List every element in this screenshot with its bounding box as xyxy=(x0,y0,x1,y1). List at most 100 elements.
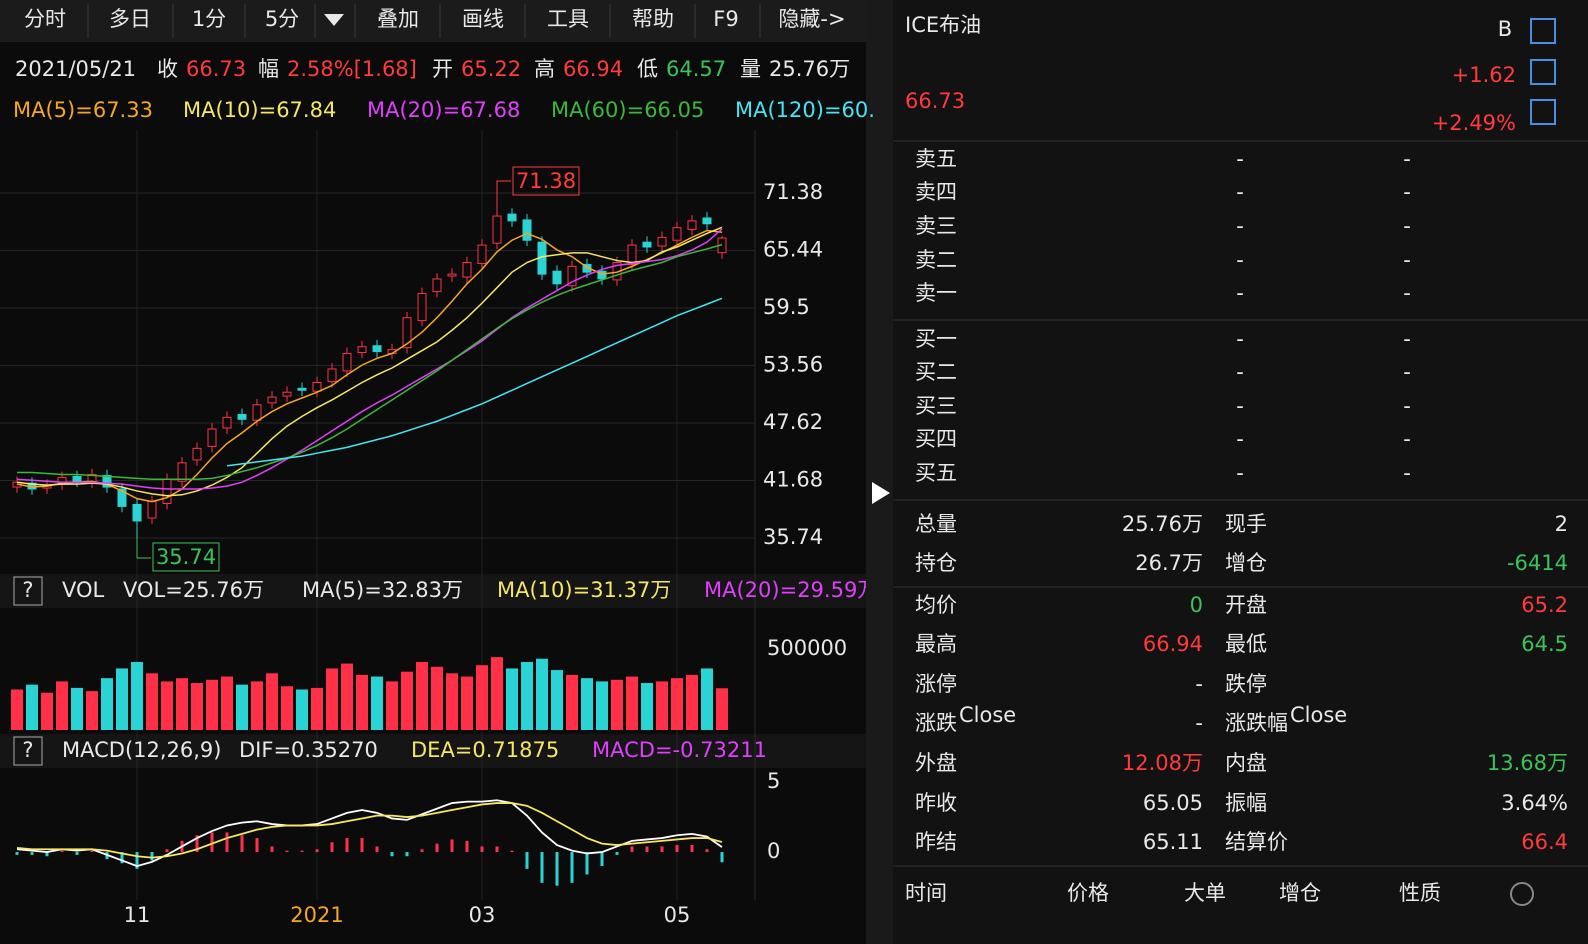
book-volume: - xyxy=(1403,214,1411,238)
quote-value: 66.94 xyxy=(563,57,623,81)
toolbar-button[interactable]: 叠加 xyxy=(377,7,419,31)
volume-bar xyxy=(161,681,173,730)
volume-bar xyxy=(251,681,263,730)
stat-label: 现手 xyxy=(1225,512,1267,536)
book-price: - xyxy=(1236,281,1244,305)
volume-bar xyxy=(431,666,443,730)
alert-icon[interactable] xyxy=(1530,59,1556,85)
toolbar-button[interactable]: F9 xyxy=(713,7,738,31)
toolbar-button[interactable]: 帮助 xyxy=(632,7,674,31)
volume-bar xyxy=(56,681,68,730)
quote-value: 66.73 xyxy=(186,57,246,81)
stat-value: 2 xyxy=(1555,512,1568,536)
stat-label: 涨停 xyxy=(915,672,957,696)
stat-value: 65.11 xyxy=(1143,830,1203,854)
stat-label: 昨结 xyxy=(915,830,957,854)
volume-bar xyxy=(416,661,428,730)
toolbar-button[interactable]: 工具 xyxy=(547,7,589,31)
candle-body xyxy=(642,241,652,248)
book-price: - xyxy=(1236,461,1244,485)
macd-bar xyxy=(75,852,79,855)
volume-bar xyxy=(701,668,713,730)
change: +1.62 xyxy=(1452,63,1516,87)
volume-bar xyxy=(446,673,458,730)
macd-bar xyxy=(120,852,124,864)
help-icon[interactable]: ? xyxy=(22,738,33,762)
y-tick-label: 500000 xyxy=(767,636,847,660)
volume-bar xyxy=(221,676,233,730)
volume-bar xyxy=(536,658,548,730)
book-price: - xyxy=(1236,248,1244,272)
panel-label: MACD=-0.73211 xyxy=(592,738,767,762)
help-icon[interactable]: ? xyxy=(22,578,33,602)
macd-bar xyxy=(270,846,274,853)
panel-label: DEA=0.71875 xyxy=(411,738,559,762)
volume-bar xyxy=(521,661,533,730)
volume-bar xyxy=(41,692,53,730)
change-pct: +2.49% xyxy=(1432,111,1516,135)
macd-bar xyxy=(30,852,34,855)
edit-icon[interactable] xyxy=(1530,18,1556,44)
book-volume: - xyxy=(1403,281,1411,305)
dropdown-arrow[interactable] xyxy=(324,14,344,26)
book-price: - xyxy=(1236,394,1244,418)
book-volume: - xyxy=(1403,461,1411,485)
toolbar-button[interactable]: 5分 xyxy=(265,7,299,31)
volume-bar xyxy=(191,683,203,730)
side-panel-bg xyxy=(893,0,1588,944)
x-tick-label: 11 xyxy=(124,903,151,927)
stat-label-sup: Close xyxy=(1290,703,1347,727)
volume-bar xyxy=(71,687,83,730)
candle-body xyxy=(582,263,592,273)
macd-bar xyxy=(615,852,619,855)
quote-label: 低 xyxy=(637,57,658,81)
quote-value: 2.58%[1.68] xyxy=(287,57,417,81)
macd-bar xyxy=(315,849,319,853)
toolbar-button[interactable]: 隐藏-> xyxy=(778,7,845,31)
stat-label: 最低 xyxy=(1225,632,1267,656)
macd-bar xyxy=(210,832,214,853)
macd-bar xyxy=(510,850,514,853)
macd-bar xyxy=(630,846,634,853)
candle-body xyxy=(432,278,442,293)
stat-value: - xyxy=(1195,711,1203,735)
candle-body xyxy=(567,265,577,287)
macd-bar xyxy=(645,846,649,853)
toolbar-button[interactable]: 画线 xyxy=(462,7,504,31)
macd-bar xyxy=(450,839,454,853)
stat-value: -6414 xyxy=(1507,551,1568,575)
candle-body xyxy=(372,345,382,353)
volume-bar xyxy=(311,687,323,730)
stat-label: 昨收 xyxy=(915,791,957,815)
toolbar-bg xyxy=(0,0,866,42)
volume-bar xyxy=(11,689,23,730)
help-box[interactable] xyxy=(13,576,43,606)
panel-label: DIF=0.35270 xyxy=(239,738,378,762)
candle-body xyxy=(72,475,82,482)
toolbar-button[interactable]: 1分 xyxy=(192,7,226,31)
ma-legend: MA(60)=66.05 xyxy=(551,98,704,122)
book-label: 卖三 xyxy=(915,214,957,238)
volume-bar xyxy=(356,674,368,730)
settings-icon[interactable] xyxy=(1510,882,1534,906)
collapse-arrow[interactable] xyxy=(872,482,890,504)
macd-bar xyxy=(660,846,664,853)
book-label: 买三 xyxy=(915,394,957,418)
book-label: 买四 xyxy=(915,427,957,451)
stat-value: 12.08万 xyxy=(1122,751,1203,775)
toolbar-button[interactable]: 多日 xyxy=(109,7,151,31)
add-icon[interactable] xyxy=(1530,99,1556,125)
quote-date: 2021/05/21 xyxy=(15,57,136,81)
last-price: 66.73 xyxy=(905,89,965,113)
toolbar-button[interactable]: 分时 xyxy=(24,7,66,31)
candle-body xyxy=(267,396,277,404)
volume-bar xyxy=(716,688,728,730)
help-box[interactable] xyxy=(13,736,43,766)
candle-body xyxy=(177,462,187,482)
volume-bar xyxy=(641,683,653,730)
stat-label: 持仓 xyxy=(915,551,957,575)
volume-bar xyxy=(491,657,503,730)
macd-bar xyxy=(300,850,304,853)
candle-body xyxy=(102,474,112,488)
